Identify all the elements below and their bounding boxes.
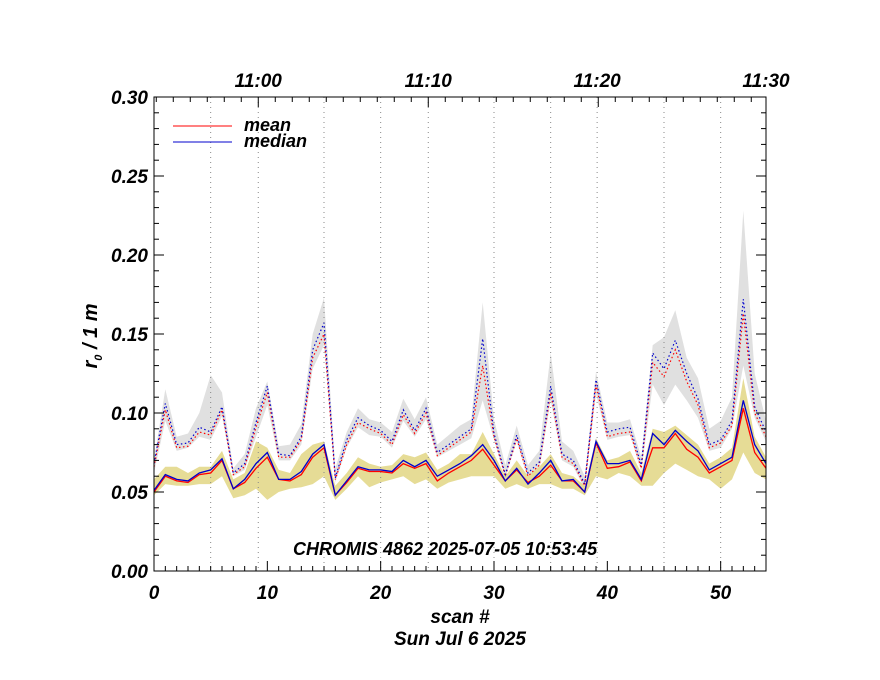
series-lines [153,299,767,497]
legend-label-median: median [244,131,307,151]
y-tick-label-5: 0.25 [111,167,148,188]
x-tick-label-20: 20 [369,583,392,604]
top-time-label-2: 11:20 [574,71,622,92]
y-tick-label-2: 0.10 [111,404,148,425]
time-gridlines [210,97,722,571]
band-lower-range [154,378,766,500]
x-tick-label-40: 40 [596,583,619,604]
series-mean [153,408,767,497]
svg-text:r0 / 1 m: r0 / 1 m [80,303,105,368]
date-label: Sun Jul 6 2025 [394,629,526,650]
top-time-labels: 11:00 11:10 11:20 11:30 [235,71,790,92]
legend-label-mean: mean [244,115,291,135]
y-tick-label-4: 0.20 [111,246,148,267]
top-time-label-0: 11:00 [235,71,283,92]
top-time-label-3: 11:30 [742,71,790,92]
top-time-label-1: 11:10 [405,71,453,92]
y-tick-label-1: 0.05 [111,483,148,504]
x-tick-label-0: 0 [149,583,160,604]
x-tick-labels: 0 10 20 30 40 50 [149,583,732,604]
x-tick-label-30: 30 [483,583,505,604]
legend: mean median [173,115,307,151]
y-tick-labels: 0.00 0.05 0.10 0.15 0.20 0.25 0.30 [111,88,148,583]
y-axis-label-r: r [80,360,102,369]
x-tick-label-10: 10 [257,583,279,604]
y-tick-label-0: 0.00 [111,562,148,583]
band-upper-range [154,210,766,489]
x-axis-label: scan # [430,607,490,628]
y-tick-label-3: 0.15 [111,325,148,346]
chart-annotation: CHROMIS 4862 2025-07-05 10:53:45 [293,539,598,559]
y-axis-label-rest: / 1 m [80,303,102,354]
y-axis-label-sub: 0 [93,354,105,361]
axis-ticks [153,96,767,572]
y-axis-label: r0 / 1 m [80,303,105,368]
x-tick-label-50: 50 [710,583,732,604]
range-bands [154,210,766,500]
y-tick-label-6: 0.30 [111,88,148,109]
series-median [153,400,767,497]
series-mean-upper [153,313,767,488]
